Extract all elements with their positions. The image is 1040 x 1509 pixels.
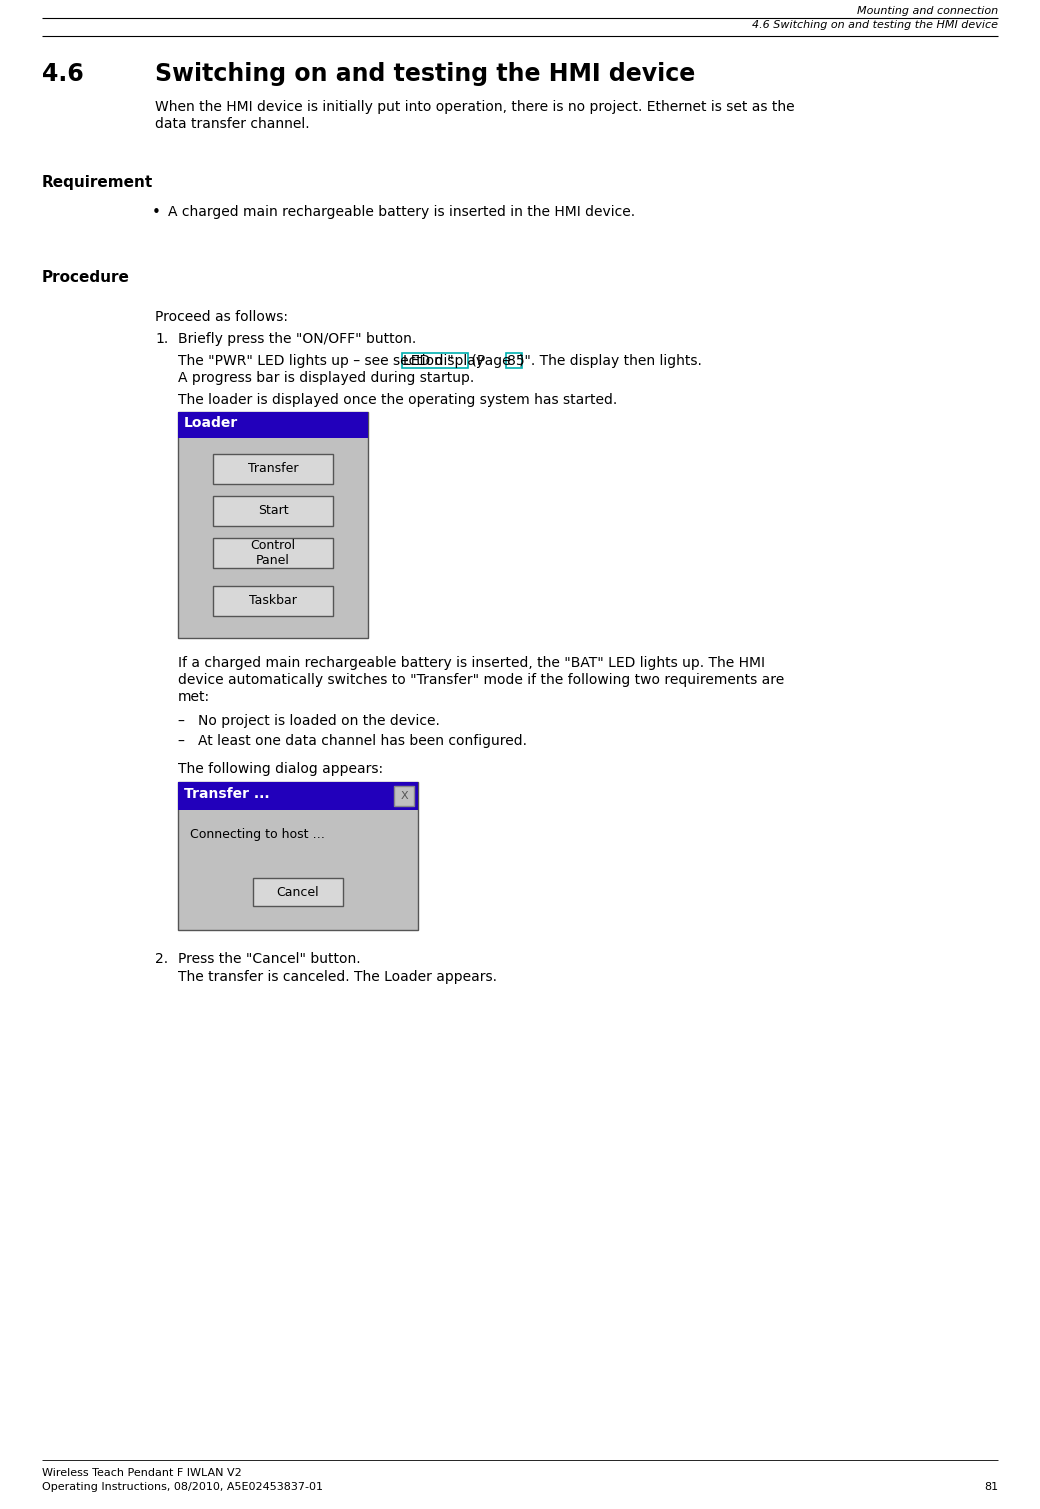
Text: 2.: 2. (155, 952, 168, 966)
Text: The transfer is canceled. The Loader appears.: The transfer is canceled. The Loader app… (178, 970, 497, 984)
Text: 81: 81 (984, 1482, 998, 1492)
Text: •: • (152, 205, 161, 220)
Text: met:: met: (178, 690, 210, 705)
Text: When the HMI device is initially put into operation, there is no project. Ethern: When the HMI device is initially put int… (155, 100, 795, 115)
Text: Briefly press the "ON/OFF" button.: Briefly press the "ON/OFF" button. (178, 332, 416, 346)
Text: Requirement: Requirement (42, 175, 153, 190)
Text: The "PWR" LED lights up – see section ": The "PWR" LED lights up – see section " (178, 355, 453, 368)
Bar (178, 412, 368, 638)
Text: A progress bar is displayed during startup.: A progress bar is displayed during start… (178, 371, 474, 385)
Text: Wireless Teach Pendant F IWLAN V2: Wireless Teach Pendant F IWLAN V2 (42, 1468, 241, 1477)
Text: Start: Start (258, 504, 288, 518)
Text: The loader is displayed once the operating system has started.: The loader is displayed once the operati… (178, 392, 618, 407)
Bar (506, 353, 522, 368)
Text: Operating Instructions, 08/2010, A5E02453837-01: Operating Instructions, 08/2010, A5E0245… (42, 1482, 323, 1492)
Text: Connecting to host …: Connecting to host … (190, 828, 324, 841)
Text: Transfer: Transfer (248, 462, 298, 475)
Text: LED display: LED display (404, 355, 485, 368)
Bar (213, 539, 333, 567)
Text: )". The display then lights.: )". The display then lights. (519, 355, 702, 368)
Bar (394, 786, 414, 806)
Text: 1.: 1. (155, 332, 168, 346)
Text: The following dialog appears:: The following dialog appears: (178, 762, 383, 776)
Text: If a charged main rechargeable battery is inserted, the "BAT" LED lights up. The: If a charged main rechargeable battery i… (178, 656, 765, 670)
Bar (213, 496, 333, 527)
Text: A charged main rechargeable battery is inserted in the HMI device.: A charged main rechargeable battery is i… (168, 205, 635, 219)
Bar (213, 585, 333, 616)
Text: Loader: Loader (184, 416, 238, 430)
Text: Control
Panel: Control Panel (251, 539, 295, 567)
Text: Transfer ...: Transfer ... (184, 788, 269, 801)
Text: 4.6 Switching on and testing the HMI device: 4.6 Switching on and testing the HMI dev… (752, 20, 998, 30)
Text: –   No project is loaded on the device.: – No project is loaded on the device. (178, 714, 440, 727)
Bar (253, 878, 343, 905)
Bar (178, 782, 418, 810)
Text: 85: 85 (508, 355, 525, 368)
Bar (213, 454, 333, 484)
Text: Procedure: Procedure (42, 270, 130, 285)
Bar (402, 353, 468, 368)
Text: X: X (400, 791, 408, 801)
Bar (178, 412, 368, 438)
Text: Cancel: Cancel (277, 886, 319, 898)
Text: –   At least one data channel has been configured.: – At least one data channel has been con… (178, 733, 527, 748)
Text: (Page: (Page (467, 355, 515, 368)
Text: device automatically switches to "Transfer" mode if the following two requiremen: device automatically switches to "Transf… (178, 673, 784, 687)
Bar (178, 782, 418, 930)
Text: Taskbar: Taskbar (249, 595, 297, 608)
Text: 4.6: 4.6 (42, 62, 84, 86)
Text: Mounting and connection: Mounting and connection (857, 6, 998, 17)
Text: data transfer channel.: data transfer channel. (155, 118, 310, 131)
Text: Press the "Cancel" button.: Press the "Cancel" button. (178, 952, 361, 966)
Text: Switching on and testing the HMI device: Switching on and testing the HMI device (155, 62, 696, 86)
Text: Proceed as follows:: Proceed as follows: (155, 309, 288, 324)
